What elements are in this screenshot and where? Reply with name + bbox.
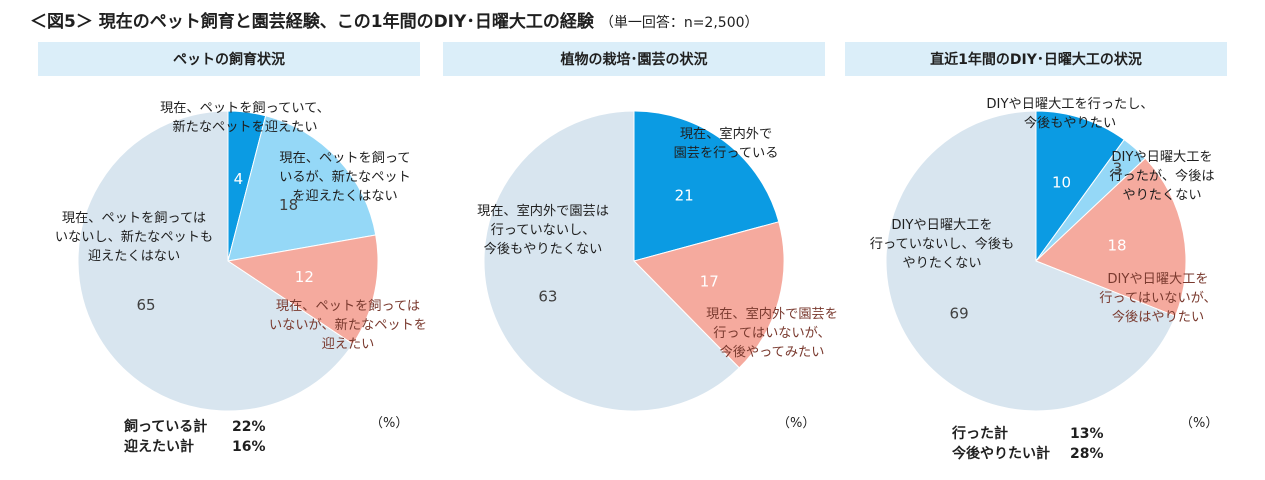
total-label: 今後やりたい計 [952, 446, 1050, 462]
pie-value-label-1-0: 21 [675, 186, 694, 204]
pie-slice-2-0 [1035, 110, 1125, 263]
panel-title-diy: 直近1年間のDIY･日曜大工の状況 [930, 52, 1142, 68]
total-row: 行った計 13% [952, 424, 1104, 444]
total-row: 飼っている計 22% [124, 417, 266, 437]
figure-title-text: ＜図5＞ 現在のペット飼育と園芸経験、この1年間のDIY･日曜大工の経験 [30, 12, 594, 32]
total-label: 行った計 [952, 426, 1008, 442]
total-value: 16% [232, 439, 266, 455]
pie-category-label-1-0: 現在、室内外で園芸を行っている [674, 125, 779, 161]
total-row: 今後やりたい計 28% [952, 444, 1104, 464]
pie-category-label-1-1: 現在、室内外で園芸を行ってはいないが、今後やってみたい [706, 305, 838, 360]
pie-value-label-2-3: 69 [950, 304, 969, 322]
panel-title-garden: 植物の栽培･園芸の状況 [560, 52, 708, 68]
total-row: 迎えたい計 16% [124, 437, 266, 457]
pie-category-label-0-0: 現在、ペットを飼っていて、新たなペットを迎えたい [160, 100, 330, 135]
pie-value-label-2-2: 18 [1107, 237, 1126, 255]
pie-value-label-2-0: 10 [1052, 174, 1071, 192]
pie-category-label-1-2: 現在、室内外で園芸は行っていないし、今後もやりたくない [477, 202, 609, 257]
total-value: 22% [232, 419, 266, 435]
pie-value-label-1-1: 17 [700, 272, 719, 290]
pie-slice-0-2 [226, 234, 379, 345]
pie-category-label-0-3: 現在、ペットを飼ってはいないし、新たなペットも迎えたくはない [55, 210, 213, 264]
pie-category-label-2-1: DIYや日曜大工を行ったが、今後はやりたくない [1109, 149, 1214, 203]
totals-diy: 行った計 13% 今後やりたい計 28% [952, 424, 1104, 464]
pie-category-label-2-2: DIYや日曜大工を行ってはいないが、今後はやりたい [1099, 271, 1217, 325]
pie-value-label-0-1: 18 [279, 196, 298, 214]
pie-slice-1-1 [633, 221, 785, 369]
pie-slice-1-0 [633, 110, 780, 262]
pie-category-label-0-2: 現在、ペットを飼ってはいないが、新たなペットを迎えたい [269, 298, 427, 352]
totals-pet: 飼っている計 22% 迎えたい計 16% [124, 417, 266, 457]
figure-subtitle: （単一回答：n=2,500） [599, 15, 759, 31]
pie-value-label-2-1: 3 [1113, 160, 1123, 178]
pie-value-label-0-2: 12 [295, 268, 314, 286]
pie-value-label-0-0: 4 [234, 170, 244, 188]
panel-header-garden: 植物の栽培･園芸の状況 [443, 42, 825, 76]
pie-slice-1-2 [483, 110, 740, 412]
pie-value-label-0-3: 65 [136, 296, 155, 314]
unit-label-diy: （%） [1180, 416, 1219, 431]
pie-slice-2-3 [885, 110, 1177, 412]
total-label: 飼っている計 [124, 419, 208, 435]
figure-title: ＜図5＞ 現在のペット飼育と園芸経験、この1年間のDIY･日曜大工の経験 （単一回… [30, 7, 759, 32]
panel-header-diy: 直近1年間のDIY･日曜大工の状況 [845, 42, 1227, 76]
pie-category-label-2-0: DIYや日曜大工を行ったし、今後もやりたい [986, 96, 1153, 131]
total-label: 迎えたい計 [124, 439, 194, 455]
panel-title-pet: ペットの飼育状況 [173, 52, 285, 68]
total-value: 28% [1070, 446, 1104, 462]
pie-slice-0-3 [77, 110, 354, 412]
unit-label-pet: （%） [370, 416, 409, 431]
pie-slice-2-2 [1035, 157, 1187, 317]
total-value: 13% [1070, 426, 1104, 442]
pie-category-label-2-3: DIYや日曜大工を行っていないし、今後もやりたくない [870, 217, 1014, 271]
pie-slice-0-1 [227, 115, 377, 262]
pie-category-label-0-1: 現在、ペットを飼っているが、新たなペットを迎えたくはない [279, 150, 411, 204]
panel-header-pet: ペットの飼育状況 [38, 42, 420, 76]
unit-label-garden: （%） [777, 416, 816, 431]
pie-value-label-1-2: 63 [538, 287, 557, 305]
